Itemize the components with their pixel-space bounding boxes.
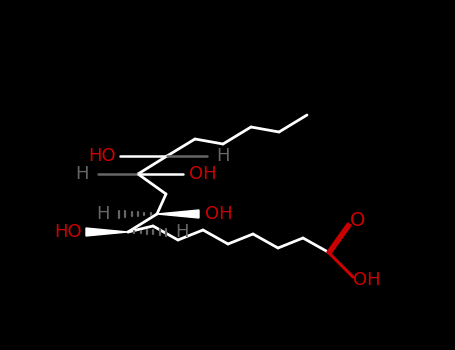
Text: OH: OH	[353, 271, 381, 289]
Text: OH: OH	[189, 165, 217, 183]
Polygon shape	[86, 228, 128, 236]
Text: HO: HO	[54, 223, 82, 241]
Text: HO: HO	[88, 147, 116, 165]
Text: OH: OH	[205, 205, 233, 223]
Text: O: O	[350, 210, 366, 230]
Text: H: H	[76, 165, 89, 183]
Text: H: H	[216, 147, 229, 165]
Polygon shape	[157, 210, 199, 218]
Text: H: H	[96, 205, 110, 223]
Text: H: H	[175, 223, 188, 241]
